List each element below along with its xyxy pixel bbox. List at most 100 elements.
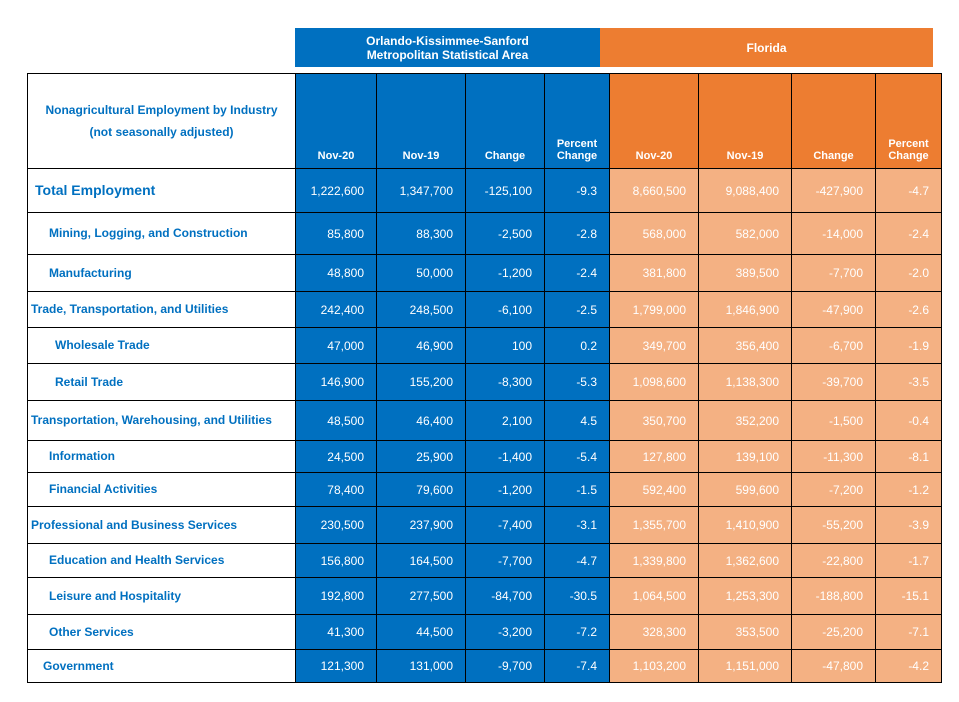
fl-nov20-cell: 1,799,000 <box>609 291 699 328</box>
msa-nov20-cell: 230,500 <box>295 506 377 544</box>
table-row: Government 121,300 131,000 -9,700 -7.4 1,103,… <box>27 649 942 683</box>
fl-nov19-cell: 1,362,600 <box>698 543 792 578</box>
fl-percent-change-cell: -4.2 <box>875 649 942 683</box>
table-row: Manufacturing 48,800 50,000 -1,200 -2.4 381,8… <box>27 254 942 292</box>
msa-nov20-cell: 192,800 <box>295 577 377 615</box>
fl-change-cell: -25,200 <box>791 614 876 650</box>
fl-nov19-cell: 1,846,900 <box>698 291 792 328</box>
msa-nov19-cell: 248,500 <box>376 291 466 328</box>
msa-percent-change-cell: -5.4 <box>544 440 610 473</box>
msa-percent-change-header: Percent Change <box>544 73 610 169</box>
industry-label: Manufacturing <box>27 254 296 292</box>
industry-column-header: Nonagricultural Employment by Industry (… <box>27 73 296 169</box>
msa-nov19-cell: 1,347,700 <box>376 168 466 213</box>
industry-label: Total Employment <box>27 168 296 213</box>
msa-nov19-cell: 46,400 <box>376 400 466 441</box>
msa-change-cell: -7,700 <box>465 543 545 578</box>
msa-percent-change-cell: -5.3 <box>544 363 610 401</box>
fl-nov19-header: Nov-19 <box>698 73 792 169</box>
msa-nov20-cell: 47,000 <box>295 327 377 364</box>
msa-change-cell: 100 <box>465 327 545 364</box>
fl-change-cell: -1,500 <box>791 400 876 441</box>
msa-nov19-cell: 46,900 <box>376 327 466 364</box>
msa-nov19-cell: 79,600 <box>376 472 466 507</box>
msa-change-cell: -3,200 <box>465 614 545 650</box>
msa-change-cell: -1,200 <box>465 472 545 507</box>
msa-change-header: Change <box>465 73 545 169</box>
fl-nov19-cell: 353,500 <box>698 614 792 650</box>
fl-nov20-cell: 381,800 <box>609 254 699 292</box>
fl-change-cell: -188,800 <box>791 577 876 615</box>
msa-nov20-cell: 156,800 <box>295 543 377 578</box>
industry-label: Leisure and Hospitality <box>27 577 296 615</box>
industry-label: Education and Health Services <box>27 543 296 578</box>
fl-percent-change-cell: -15.1 <box>875 577 942 615</box>
fl-nov20-cell: 1,064,500 <box>609 577 699 615</box>
fl-percent-change-cell: -1.7 <box>875 543 942 578</box>
fl-nov20-cell: 350,700 <box>609 400 699 441</box>
table-row: Mining, Logging, and Construction 85,800 8… <box>27 212 942 255</box>
florida-banner: Florida <box>600 28 933 67</box>
msa-percent-change-cell: -30.5 <box>544 577 610 615</box>
table-row: Education and Health Services 156,800 164,… <box>27 543 942 578</box>
fl-nov20-cell: 1,355,700 <box>609 506 699 544</box>
msa-percent-change-cell: -2.8 <box>544 212 610 255</box>
fl-nov19-cell: 1,138,300 <box>698 363 792 401</box>
msa-change-cell: -1,200 <box>465 254 545 292</box>
fl-change-cell: -7,200 <box>791 472 876 507</box>
msa-nov19-cell: 155,200 <box>376 363 466 401</box>
fl-nov20-cell: 1,339,800 <box>609 543 699 578</box>
fl-change-cell: -22,800 <box>791 543 876 578</box>
msa-nov19-cell: 237,900 <box>376 506 466 544</box>
fl-percent-change-cell: -4.7 <box>875 168 942 213</box>
msa-change-cell: -2,500 <box>465 212 545 255</box>
fl-percent-change-cell: -3.5 <box>875 363 942 401</box>
msa-change-cell: -6,100 <box>465 291 545 328</box>
fl-percent-change-cell: -2.0 <box>875 254 942 292</box>
table-row: Other Services 41,300 44,500 -3,200 -7.2 328,… <box>27 614 942 650</box>
fl-nov20-cell: 592,400 <box>609 472 699 507</box>
fl-nov20-cell: 1,103,200 <box>609 649 699 683</box>
fl-percent-change-cell: -2.6 <box>875 291 942 328</box>
fl-change-cell: -55,200 <box>791 506 876 544</box>
fl-change-cell: -47,800 <box>791 649 876 683</box>
fl-change-cell: -14,000 <box>791 212 876 255</box>
fl-percent-change-cell: -8.1 <box>875 440 942 473</box>
table-row: Financial Activities 78,400 79,600 -1,200 -1… <box>27 472 942 507</box>
fl-nov19-cell: 1,410,900 <box>698 506 792 544</box>
fl-nov20-cell: 127,800 <box>609 440 699 473</box>
industry-label: Retail Trade <box>27 363 296 401</box>
fl-percent-change-cell: -1.2 <box>875 472 942 507</box>
table-row: Retail Trade 146,900 155,200 -8,300 -5.3 1,09… <box>27 363 942 401</box>
fl-nov20-cell: 8,660,500 <box>609 168 699 213</box>
msa-banner-title: Orlando-Kissimmee-Sanford Metropolitan S… <box>366 33 529 62</box>
industry-label: Financial Activities <box>27 472 296 507</box>
fl-change-cell: -427,900 <box>791 168 876 213</box>
msa-nov19-header: Nov-19 <box>376 73 466 169</box>
table-row: Wholesale Trade 47,000 46,900 100 0.2 349,700… <box>27 327 942 364</box>
msa-nov20-cell: 121,300 <box>295 649 377 683</box>
msa-nov20-header: Nov-20 <box>295 73 377 169</box>
fl-change-cell: -47,900 <box>791 291 876 328</box>
fl-nov19-cell: 1,253,300 <box>698 577 792 615</box>
msa-change-cell: -84,700 <box>465 577 545 615</box>
msa-change-cell: 2,100 <box>465 400 545 441</box>
fl-nov19-cell: 139,100 <box>698 440 792 473</box>
fl-change-cell: -11,300 <box>791 440 876 473</box>
msa-percent-change-cell: -2.5 <box>544 291 610 328</box>
fl-nov19-cell: 356,400 <box>698 327 792 364</box>
table-row: Total Employment 1,222,600 1,347,700 -125,1… <box>27 168 942 213</box>
industry-label: Information <box>27 440 296 473</box>
msa-nov20-cell: 242,400 <box>295 291 377 328</box>
msa-change-cell: -9,700 <box>465 649 545 683</box>
fl-nov20-cell: 349,700 <box>609 327 699 364</box>
table-row: Professional and Business Services 230,50… <box>27 506 942 544</box>
fl-nov19-cell: 352,200 <box>698 400 792 441</box>
msa-percent-change-cell: 0.2 <box>544 327 610 364</box>
msa-banner: Orlando-Kissimmee-Sanford Metropolitan S… <box>295 28 600 67</box>
msa-percent-change-cell: -4.7 <box>544 543 610 578</box>
msa-percent-change-cell: -7.2 <box>544 614 610 650</box>
employment-table: Nonagricultural Employment by Industry (… <box>27 73 942 683</box>
industry-label: Mining, Logging, and Construction <box>27 212 296 255</box>
fl-nov19-cell: 599,600 <box>698 472 792 507</box>
